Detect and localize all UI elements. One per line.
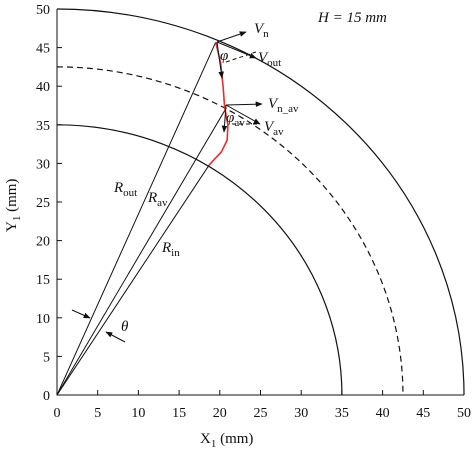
arc xyxy=(56,66,404,396)
label: Rout xyxy=(113,180,137,199)
arc xyxy=(56,8,465,396)
label-base: V xyxy=(268,96,279,112)
label: θ xyxy=(121,319,129,335)
label-sub: out xyxy=(267,57,281,69)
label-sub: av xyxy=(234,117,245,129)
label-sub: 1 xyxy=(11,216,23,222)
curve xyxy=(208,42,229,166)
label: Rav xyxy=(147,190,168,209)
y-tick-label: 0 xyxy=(43,389,50,404)
y-tick-label: 50 xyxy=(36,3,50,18)
arrow xyxy=(216,41,224,79)
radial-line xyxy=(56,41,217,396)
y-tick-label: 45 xyxy=(36,42,50,57)
label: φ xyxy=(220,48,228,64)
x-tick-label: 35 xyxy=(335,406,349,421)
arrow xyxy=(225,101,263,107)
x-tick-label: 10 xyxy=(131,406,145,421)
y-tick-label: 40 xyxy=(36,80,50,95)
label-sub: 1 xyxy=(211,438,217,449)
label-sub: n_av xyxy=(277,103,299,115)
y-tick-label: 20 xyxy=(36,235,50,250)
label-base: V xyxy=(258,50,269,66)
label-base: R xyxy=(147,190,157,206)
label: Rin xyxy=(161,240,180,259)
y-tick-label: 35 xyxy=(36,119,50,134)
x-tick-label: 45 xyxy=(416,406,430,421)
arc xyxy=(56,124,343,396)
axes-frame xyxy=(56,9,464,396)
x-axis-label: X1 (mm) xyxy=(200,431,253,449)
x-tick-label: 50 xyxy=(457,406,471,421)
label-base: X xyxy=(200,431,211,447)
y-axis-label: Y1 (mm) xyxy=(4,179,23,232)
label-base: φ xyxy=(220,48,228,64)
annotation: H = 15 mm xyxy=(317,10,387,26)
arrow xyxy=(71,309,91,319)
label: Vav xyxy=(264,119,284,138)
label: Vn xyxy=(254,21,269,40)
label: Vout xyxy=(258,50,281,69)
x-tick-label: 5 xyxy=(94,406,101,421)
x-tick-label: 0 xyxy=(54,406,61,421)
label: Vn_av xyxy=(268,96,299,115)
x-tick-label: 20 xyxy=(213,406,227,421)
arrow xyxy=(105,331,126,343)
label-base: φ xyxy=(226,110,234,126)
label-sub: av xyxy=(157,197,168,209)
arrow xyxy=(216,31,247,43)
arrow xyxy=(225,104,261,125)
label-sub: out xyxy=(123,187,137,199)
label-tail: (mm) xyxy=(4,179,20,216)
label-base: R xyxy=(113,180,123,196)
label-base: V xyxy=(264,119,275,135)
arrow xyxy=(216,41,257,59)
x-tick-label: 25 xyxy=(254,406,268,421)
label-base: V xyxy=(254,21,265,37)
label-sub: av xyxy=(273,126,284,138)
label-sub: in xyxy=(171,247,180,259)
x-tick-label: 30 xyxy=(294,406,308,421)
dash xyxy=(225,51,257,63)
radial-line xyxy=(56,107,227,396)
y-tick-label: 5 xyxy=(43,350,50,365)
x-tick-label: 40 xyxy=(376,406,390,421)
y-tick-label: 15 xyxy=(36,273,50,288)
y-tick-label: 10 xyxy=(36,312,50,327)
label: φav xyxy=(226,110,245,129)
label-sub: n xyxy=(263,28,269,40)
vector-arrows xyxy=(71,31,263,343)
arrow xyxy=(221,104,228,133)
label-base: R xyxy=(161,240,171,256)
y-tick-label: 25 xyxy=(36,196,50,211)
plot: 0 5 10 15 20 25 30 35 40 45 50 0 5 10 15 20 25 30 35 40 45 50 xyxy=(36,3,471,421)
label-base: θ xyxy=(121,319,129,335)
y-tick-label: 30 xyxy=(36,157,50,172)
x-tick-label: 15 xyxy=(172,406,186,421)
label-base: Y xyxy=(4,221,20,232)
radial-line xyxy=(56,164,210,396)
label-tail: (mm) xyxy=(216,431,253,447)
